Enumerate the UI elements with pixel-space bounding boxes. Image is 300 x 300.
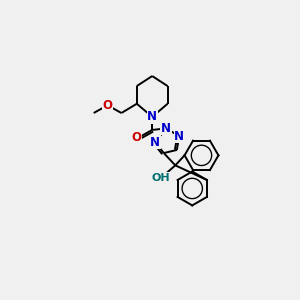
Text: O: O (103, 99, 112, 112)
Text: O: O (132, 131, 142, 144)
Text: N: N (150, 136, 160, 149)
Text: N: N (161, 122, 171, 135)
Text: N: N (147, 110, 157, 123)
Text: N: N (174, 130, 184, 142)
Text: OH: OH (152, 173, 170, 183)
